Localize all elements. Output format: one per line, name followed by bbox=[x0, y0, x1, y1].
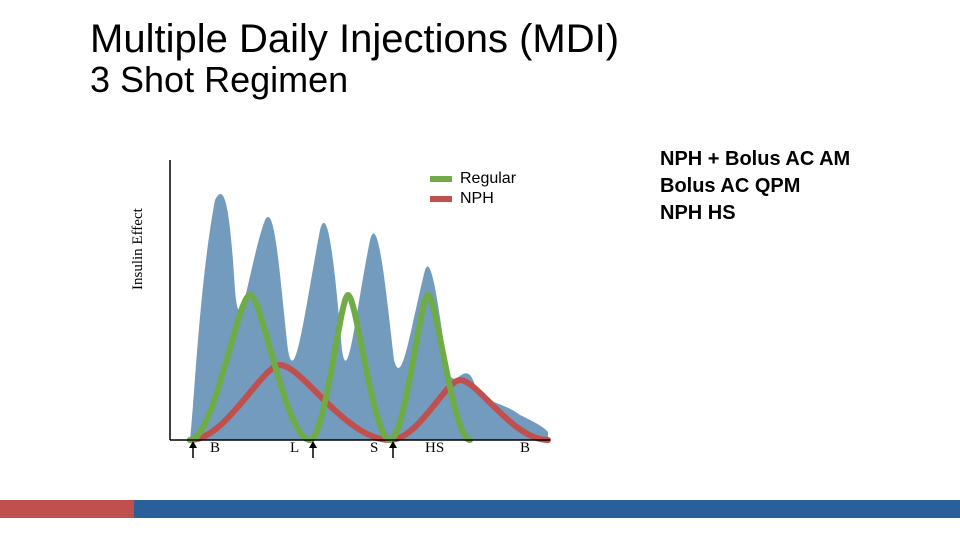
legend-item-nph: NPH bbox=[430, 190, 516, 208]
footer-segment-blue bbox=[134, 500, 960, 518]
regimen-annotation: NPH + Bolus AC AM Bolus AC QPM NPH HS bbox=[660, 146, 850, 227]
legend: Regular NPH bbox=[430, 170, 516, 210]
x-tick-label: HS bbox=[425, 440, 444, 457]
insulin-chart: Insulin Effect bbox=[160, 150, 580, 470]
page-subtitle: 3 Shot Regimen bbox=[90, 60, 619, 100]
x-tick-label: L bbox=[290, 440, 299, 457]
legend-item-regular: Regular bbox=[430, 170, 516, 188]
x-tick-label: S bbox=[370, 440, 378, 457]
x-tick-label: B bbox=[520, 440, 530, 457]
swatch-regular bbox=[430, 176, 452, 182]
legend-label-nph: NPH bbox=[460, 190, 494, 208]
page-title: Multiple Daily Injections (MDI) bbox=[90, 18, 619, 60]
footer-bar bbox=[0, 500, 960, 518]
footer-segment-red bbox=[0, 500, 134, 518]
y-axis-label: Insulin Effect bbox=[130, 208, 147, 290]
swatch-nph bbox=[430, 196, 452, 202]
legend-label-regular: Regular bbox=[460, 170, 516, 188]
title-block: Multiple Daily Injections (MDI) 3 Shot R… bbox=[90, 18, 619, 100]
x-tick-label: B bbox=[210, 440, 220, 457]
